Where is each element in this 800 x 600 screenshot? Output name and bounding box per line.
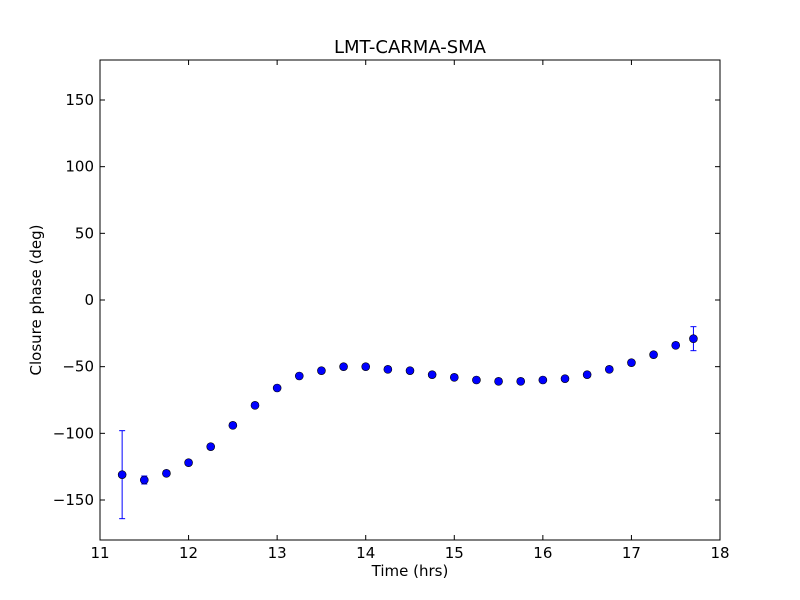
data-point [427,370,437,379]
data-point [361,362,371,371]
data-point [516,377,526,386]
data-point [472,375,481,385]
data-point [339,362,348,371]
y-tick-label: −100 [53,424,94,442]
chart-title: LMT-CARMA-SMA [334,37,487,58]
axis-ticks: 11 12 13 14 15 16 17 18 −150 −100 −50 0 50 100 150 [53,60,730,562]
x-axis-label: Time (hrs) [371,562,449,580]
y-tick-label: −50 [62,358,94,376]
y-tick-label: 50 [75,224,94,242]
y-axis-label: Closure phase (deg) [27,225,45,376]
data-point [272,383,282,393]
data-point [604,365,614,374]
data-point [649,350,658,359]
x-tick-label: 13 [268,544,287,562]
data-point [250,401,260,410]
data-point [582,370,592,379]
data-point [383,365,393,374]
x-tick-label: 17 [622,544,641,562]
y-tick-label: 150 [65,91,94,109]
x-tick-label: 15 [445,544,464,562]
x-tick-label: 11 [90,544,109,562]
y-tick-label: 0 [84,291,94,309]
x-tick-label: 14 [356,544,375,562]
data-point [560,374,570,383]
data-point [449,373,459,382]
x-tick-label: 12 [179,544,198,562]
data-point [206,442,216,451]
x-tick-label: 16 [533,544,552,562]
data-point [294,371,304,381]
data-point [627,358,636,367]
data-point [139,475,149,485]
data-point [162,469,171,478]
y-tick-label: 100 [65,158,94,176]
data-point [184,458,193,467]
plot-area [99,59,721,541]
data-point [671,341,681,350]
y-tick-label: −150 [53,491,94,509]
data-point [405,366,415,375]
x-tick-label: 18 [710,544,729,562]
data-points [117,326,698,520]
data-point [538,375,548,385]
data-point [689,334,698,343]
data-point [494,377,503,386]
data-point [228,421,238,430]
data-point [317,366,326,375]
data-point [117,470,127,479]
